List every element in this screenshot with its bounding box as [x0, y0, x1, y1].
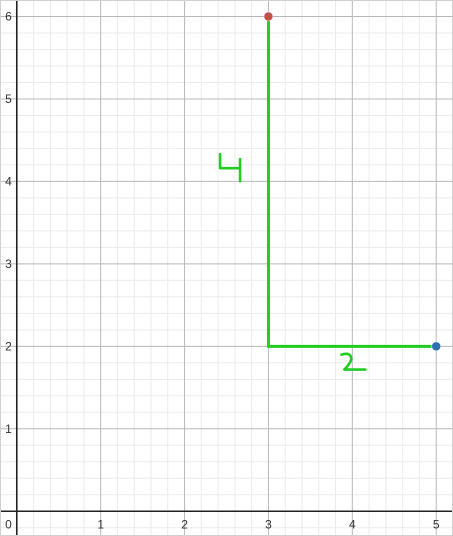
y-tick-label: 3 — [5, 257, 12, 271]
y-tick-label: 5 — [5, 92, 12, 106]
x-tick-label: 4 — [349, 517, 356, 531]
x-tick-label: 3 — [265, 517, 272, 531]
handwritten-2 — [340, 352, 367, 371]
point-marker[interactable] — [263, 11, 274, 22]
x-tick-label: 5 — [433, 517, 440, 531]
y-tick-label: 1 — [5, 422, 12, 436]
tick-labels: 1 2 3 4 5 1 2 3 4 5 6 0 — [5, 9, 440, 531]
y-tick-label: 6 — [5, 9, 12, 23]
handwritten-4 — [218, 152, 242, 183]
plotted-points[interactable] — [263, 11, 441, 352]
y-tick-label: 2 — [5, 339, 12, 353]
x-tick-label: 2 — [181, 517, 188, 531]
handwritten-annotations — [218, 152, 367, 371]
y-tick-label: 4 — [5, 174, 12, 188]
green-segments — [266, 14, 438, 348]
origin-label: 0 — [5, 517, 12, 531]
point-marker[interactable] — [431, 341, 441, 352]
x-tick-label: 1 — [97, 517, 104, 531]
